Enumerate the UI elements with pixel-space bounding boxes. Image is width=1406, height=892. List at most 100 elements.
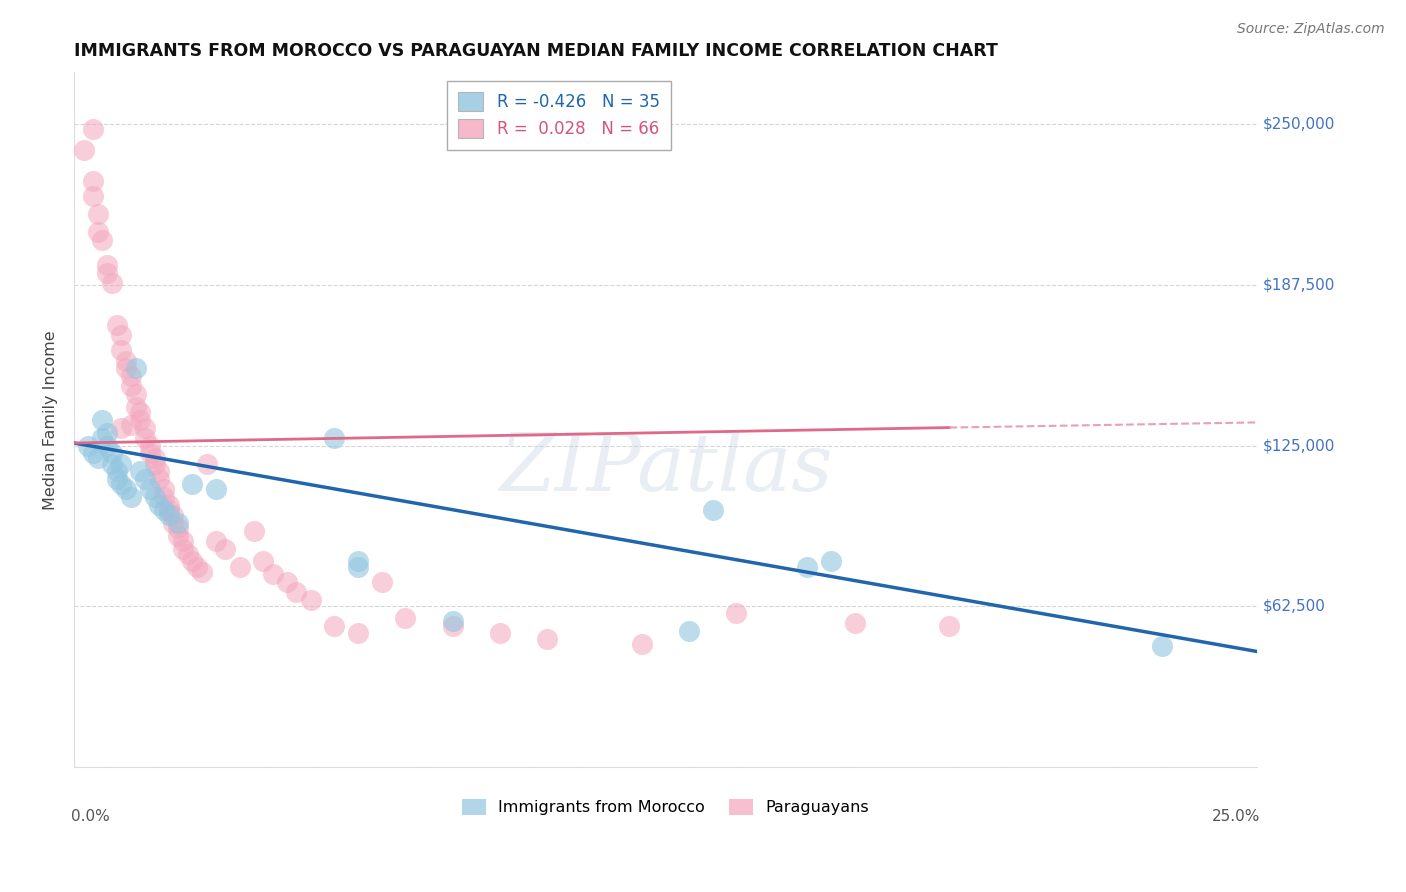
Point <box>186 559 208 574</box>
Point <box>124 361 146 376</box>
Point <box>167 521 190 535</box>
Point <box>205 483 228 497</box>
Point <box>139 446 162 460</box>
Point <box>82 189 104 203</box>
Point <box>167 516 190 530</box>
Point <box>87 207 110 221</box>
Point <box>77 439 100 453</box>
Point <box>96 259 118 273</box>
Point <box>347 626 370 640</box>
Point <box>631 637 654 651</box>
Point <box>938 618 960 632</box>
Point <box>91 233 114 247</box>
Point <box>115 361 138 376</box>
Text: $62,500: $62,500 <box>1263 599 1326 614</box>
Point <box>844 616 866 631</box>
Point <box>214 541 236 556</box>
Point <box>101 446 124 460</box>
Point <box>181 477 204 491</box>
Point <box>162 508 184 522</box>
Point <box>796 559 818 574</box>
Point <box>120 490 142 504</box>
Point <box>110 420 132 434</box>
Point <box>153 503 176 517</box>
Point <box>129 405 152 419</box>
Point <box>323 431 346 445</box>
Point <box>323 618 346 632</box>
Text: ZIPatlas: ZIPatlas <box>499 430 832 508</box>
Point <box>105 318 128 332</box>
Point <box>101 457 124 471</box>
Text: $187,500: $187,500 <box>1263 277 1336 293</box>
Point <box>110 343 132 358</box>
Point <box>167 529 190 543</box>
Y-axis label: Median Family Income: Median Family Income <box>44 330 58 509</box>
Point <box>153 490 176 504</box>
Point <box>96 266 118 280</box>
Point <box>124 400 146 414</box>
Point <box>105 464 128 478</box>
Point <box>110 327 132 342</box>
Point <box>441 614 464 628</box>
Point <box>82 173 104 187</box>
Point <box>394 611 416 625</box>
Point <box>101 277 124 291</box>
Point <box>162 516 184 530</box>
Point <box>120 369 142 384</box>
Text: Source: ZipAtlas.com: Source: ZipAtlas.com <box>1237 22 1385 37</box>
Point <box>172 541 194 556</box>
Point <box>134 431 156 445</box>
Point <box>252 554 274 568</box>
Point <box>1152 640 1174 654</box>
Point <box>489 626 512 640</box>
Point <box>129 413 152 427</box>
Text: 0.0%: 0.0% <box>70 809 110 824</box>
Point <box>87 451 110 466</box>
Point <box>285 585 308 599</box>
Point <box>181 554 204 568</box>
Point <box>441 618 464 632</box>
Text: $125,000: $125,000 <box>1263 438 1336 453</box>
Point <box>72 143 94 157</box>
Point <box>120 379 142 393</box>
Point <box>370 574 392 589</box>
Point <box>157 503 180 517</box>
Point <box>143 451 166 466</box>
Legend: Immigrants from Morocco, Paraguayans: Immigrants from Morocco, Paraguayans <box>456 792 876 822</box>
Point <box>148 464 170 478</box>
Point <box>82 122 104 136</box>
Point <box>157 508 180 522</box>
Point <box>262 567 284 582</box>
Point <box>702 503 724 517</box>
Point <box>205 533 228 548</box>
Point <box>228 559 250 574</box>
Text: IMMIGRANTS FROM MOROCCO VS PARAGUAYAN MEDIAN FAMILY INCOME CORRELATION CHART: IMMIGRANTS FROM MOROCCO VS PARAGUAYAN ME… <box>75 42 998 60</box>
Point <box>153 483 176 497</box>
Point <box>96 439 118 453</box>
Text: $250,000: $250,000 <box>1263 116 1336 131</box>
Point <box>87 225 110 239</box>
Point <box>110 457 132 471</box>
Point <box>148 472 170 486</box>
Point <box>139 439 162 453</box>
Point <box>134 420 156 434</box>
Point <box>134 472 156 486</box>
Point <box>243 524 266 538</box>
Point <box>276 574 298 589</box>
Point <box>124 387 146 401</box>
Point <box>725 606 748 620</box>
Point <box>91 431 114 445</box>
Point <box>347 559 370 574</box>
Point <box>139 483 162 497</box>
Point <box>678 624 700 638</box>
Point <box>110 477 132 491</box>
Point <box>347 554 370 568</box>
Point <box>176 547 198 561</box>
Point <box>191 565 214 579</box>
Point <box>299 593 322 607</box>
Text: 25.0%: 25.0% <box>1212 809 1261 824</box>
Point <box>536 632 558 646</box>
Point <box>143 457 166 471</box>
Point <box>820 554 842 568</box>
Point <box>91 413 114 427</box>
